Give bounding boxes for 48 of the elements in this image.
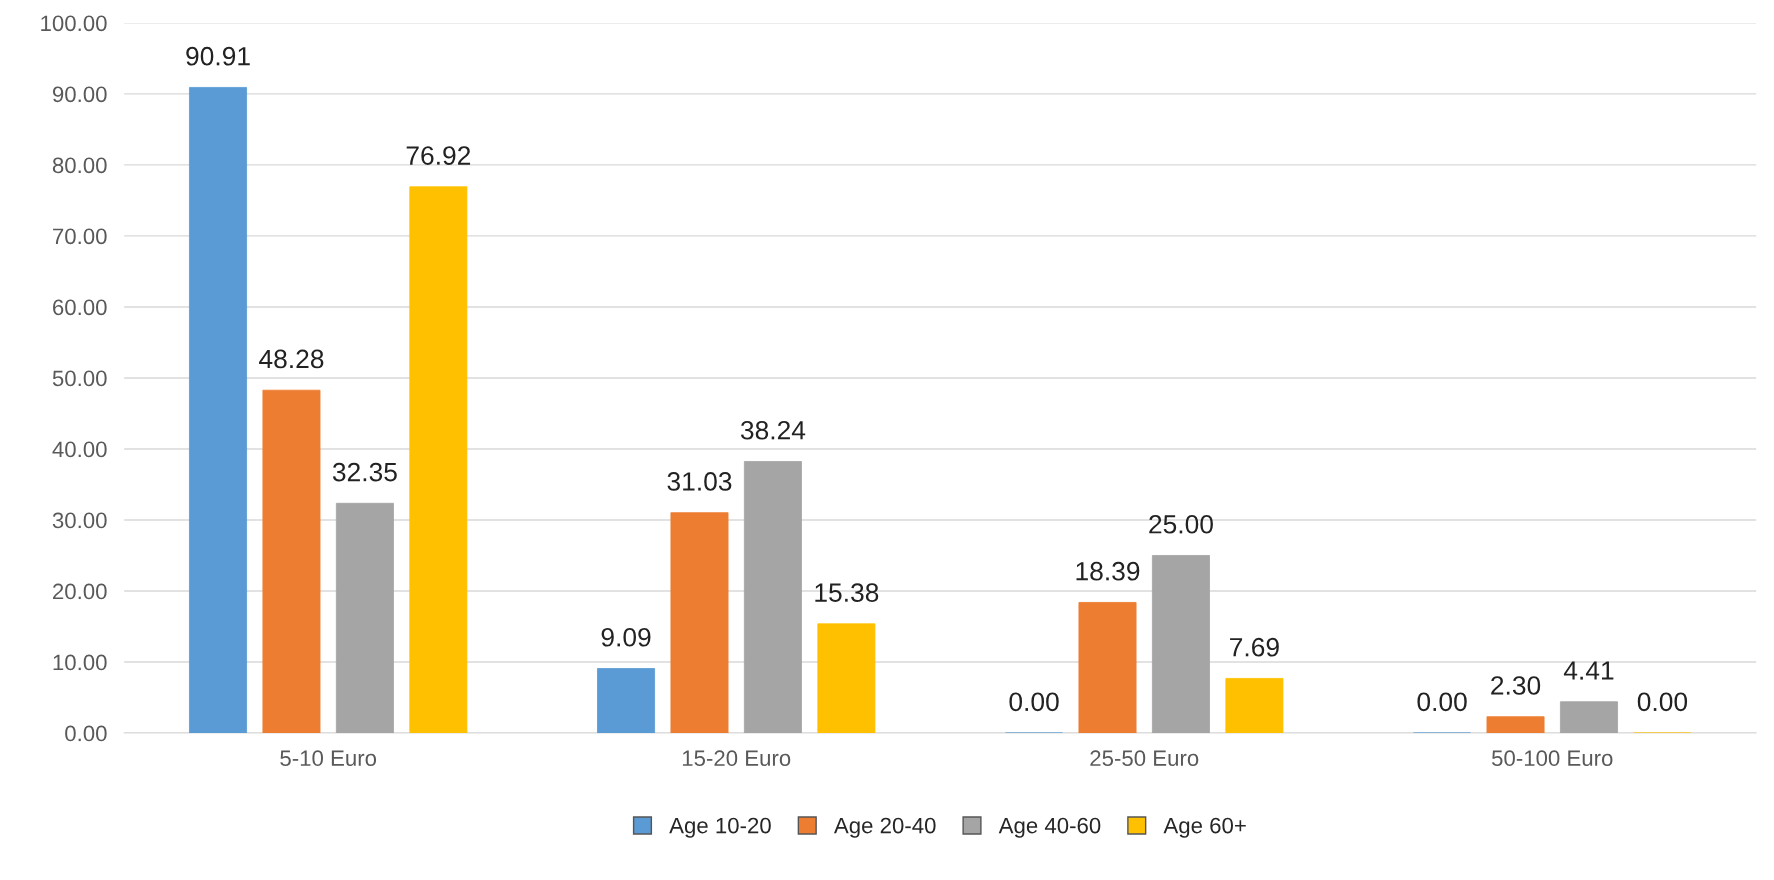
bar (1225, 678, 1284, 734)
y-tick-label: 50.00 (52, 370, 107, 387)
y-tick-label: 20.00 (53, 583, 107, 600)
data-label: 7.69 (1230, 637, 1279, 657)
x-tick-label: 15-20 Euro (682, 750, 791, 767)
x-tick-label: 25-50 Euro (1090, 750, 1199, 767)
y-tick-label: 30.00 (52, 512, 107, 529)
y-tick-label: 80.00 (52, 157, 107, 174)
data-label: 76.92 (406, 146, 471, 165)
bar (743, 461, 802, 734)
legend-label: Age 40-60 (998, 817, 1101, 838)
bar (1151, 555, 1210, 734)
bar (189, 87, 248, 734)
bar (817, 623, 876, 734)
bar (1486, 716, 1545, 734)
data-label: 0.00 (1637, 692, 1688, 712)
x-tick-label: 5-10 Euro (280, 750, 377, 767)
legend-label: Age 20-40 (833, 817, 936, 838)
y-tick-label: 90.00 (52, 86, 107, 103)
data-label: 25.00 (1149, 514, 1213, 534)
legend-label: Age 60+ (1163, 817, 1246, 838)
data-label: 90.91 (186, 46, 250, 66)
y-tick-label: 0.00 (65, 725, 107, 742)
bar (597, 668, 656, 734)
y-tick-label: 60.00 (53, 299, 107, 316)
data-label: 32.35 (332, 462, 397, 482)
bar (409, 186, 468, 734)
data-label: 38.24 (740, 420, 806, 440)
x-tick-label: 50-100 Euro (1491, 750, 1613, 767)
bar (1078, 602, 1137, 734)
bar (1559, 701, 1618, 734)
data-label: 15.38 (815, 583, 879, 602)
data-label: 9.09 (601, 627, 651, 647)
data-label: 0.00 (1009, 692, 1059, 712)
data-label: 0.00 (1417, 692, 1467, 712)
data-label: 31.03 (667, 472, 732, 491)
y-tick-label: 10.00 (53, 654, 107, 671)
data-label: 4.41 (1563, 661, 1614, 680)
y-tick-label: 100.00 (41, 15, 107, 32)
bar (335, 502, 394, 734)
legend-label: Age 10-20 (669, 817, 771, 838)
bar (262, 389, 321, 734)
bar (670, 512, 729, 734)
data-label: 2.30 (1491, 676, 1541, 695)
y-tick-label: 70.00 (53, 228, 107, 245)
data-label: 48.28 (259, 349, 324, 369)
data-label: 18.39 (1076, 561, 1140, 581)
y-tick-label: 40.00 (52, 441, 107, 458)
